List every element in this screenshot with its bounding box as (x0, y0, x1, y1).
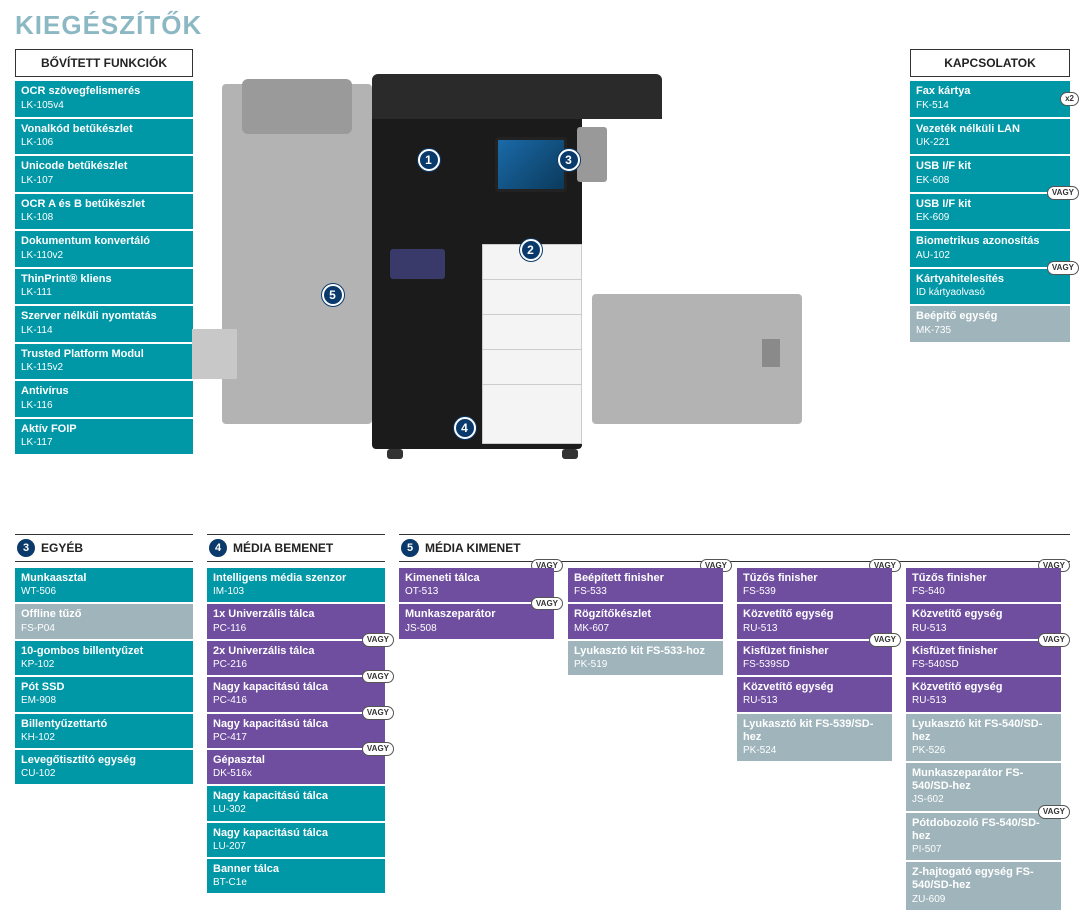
item: Banner tálcaBT-C1e (207, 859, 385, 893)
left-item: Trusted Platform ModulLK-115v2 (15, 344, 193, 380)
item: Kisfüzet finisherFS-539SD (737, 641, 892, 675)
item: MunkaasztalWT-506 (15, 568, 193, 602)
item: Kisfüzet finisherFS-540SD (906, 641, 1061, 675)
badge-or: VAGY (1038, 805, 1070, 819)
kimenet-sub4: VAGY Tűzős finisherFS-540 Közvetítő egys… (906, 568, 1061, 910)
kimenet-sub3: VAGY Tűzős finisherFS-539 Közvetítő egys… (737, 568, 892, 761)
header-3: 3 EGYÉB (15, 534, 193, 562)
item: GépasztalDK-516x (207, 750, 385, 784)
top-row: BŐVÍTETT FUNKCIÓK OCR szövegfelismerésLK… (15, 49, 1070, 479)
item: Lyukasztó kit FS-533-hozPK-519 (568, 641, 723, 675)
bottom-row: 3 EGYÉB MunkaasztalWT-506 Offline tűzőFS-… (15, 534, 1070, 910)
item: Nagy kapacitású tálcaLU-302 (207, 786, 385, 820)
badge-or: VAGY (1047, 186, 1079, 200)
item: Nagy kapacitású tálcaPC-416VAGY (207, 677, 385, 711)
left-item: Dokumentum konvertálóLK-110v2 (15, 231, 193, 267)
right-header: KAPCSOLATOK (910, 49, 1070, 77)
item: Munkaszeparátor FS-540/SD-hezJS-602VAGY (906, 763, 1061, 811)
item: Nagy kapacitású tálcaLU-207 (207, 823, 385, 857)
item: Tűzős finisherFS-539 (737, 568, 892, 602)
header-text: MÉDIA KIMENET (425, 541, 521, 555)
item: Közvetítő egységRU-513 (906, 677, 1061, 711)
header-text: MÉDIA BEMENET (233, 541, 333, 555)
left-item: OCR A és B betűkészletLK-108 (15, 194, 193, 230)
badge-or: VAGY (362, 670, 394, 684)
left-item: Vonalkód betűkészletLK-106 (15, 119, 193, 155)
item: BillentyűzettartóKH-102 (15, 714, 193, 748)
marker-4: 4 (454, 417, 476, 439)
badge-or: VAGY (362, 706, 394, 720)
header-text: EGYÉB (41, 541, 83, 555)
item: 2x Univerzális tálcaPC-216VAGY (207, 641, 385, 675)
right-item: Beépítő egységMK-735 (910, 306, 1070, 342)
item: Intelligens média szenzorIM-103 (207, 568, 385, 602)
left-item: Unicode betűkészletLK-107 (15, 156, 193, 192)
left-item: OCR szövegfelismerésLK-105v4 (15, 81, 193, 117)
header-5: 5 MÉDIA KIMENET (399, 534, 1070, 562)
badge-or: VAGY (362, 742, 394, 756)
num-badge: 4 (209, 539, 227, 557)
item: RögzítőkészletMK-607 (568, 604, 723, 638)
kimenet-sub2: VAGY Beépített finisherFS-533 Rögzítőkés… (568, 568, 723, 675)
item: Lyukasztó kit FS-540/SD-hezPK-526 (906, 714, 1061, 762)
header-4: 4 MÉDIA BEMENET (207, 534, 385, 562)
page-title: KIEGÉSZÍTŐK (15, 10, 1070, 41)
left-item: Szerver nélküli nyomtatásLK-114 (15, 306, 193, 342)
right-column: KAPCSOLATOK Fax kártyaFK-514x2 Vezeték n… (910, 49, 1070, 342)
badge-or: VAGY (1047, 261, 1079, 275)
item: Z-hajtogató egység FS-540/SD-hezZU-609 (906, 862, 1061, 910)
item: Pót SSDEM-908 (15, 677, 193, 711)
item: Közvetítő egységRU-513 (737, 677, 892, 711)
right-item: USB I/F kitEK-608VAGY (910, 156, 1070, 192)
item: Beépített finisherFS-533 (568, 568, 723, 602)
item: Nagy kapacitású tálcaPC-417VAGY (207, 714, 385, 748)
item: Tűzős finisherFS-540 (906, 568, 1061, 602)
item: Offline tűzőFS-P04 (15, 604, 193, 638)
num-badge: 3 (17, 539, 35, 557)
left-item: ThinPrint® kliensLK-111 (15, 269, 193, 305)
item: Levegőtisztító egységCU-102 (15, 750, 193, 784)
num-badge: 5 (401, 539, 419, 557)
badge-or: VAGY (869, 633, 901, 647)
kimenet-sub1: VAGY Kimeneti tálcaOT-513VAGY Munkaszepa… (399, 568, 554, 639)
col-media-kimenet: 5 MÉDIA KIMENET VAGY Kimeneti tálcaOT-513… (399, 534, 1070, 910)
marker-2: 2 (520, 239, 542, 261)
item: Lyukasztó kit FS-539/SD-hezPK-524 (737, 714, 892, 762)
item: Közvetítő egységRU-513VAGY (737, 604, 892, 638)
badge-or: VAGY (1038, 633, 1070, 647)
marker-1: 1 (418, 149, 440, 171)
badge-x2: x2 (1060, 92, 1079, 106)
badge-or: VAGY (531, 597, 563, 611)
left-item: AntivírusLK-116 (15, 381, 193, 417)
col-egyeb: 3 EGYÉB MunkaasztalWT-506 Offline tűzőFS-… (15, 534, 193, 784)
right-item: KártyahitelesítésID kártyaolvasó (910, 269, 1070, 305)
right-item: Biometrikus azonosításAU-102VAGY (910, 231, 1070, 267)
left-item: Aktív FOIPLK-117 (15, 419, 193, 455)
left-column: BŐVÍTETT FUNKCIÓK OCR szövegfelismerésLK… (15, 49, 193, 454)
item: Közvetítő egységRU-513VAGY (906, 604, 1061, 638)
item: MunkaszeparátorJS-508 (399, 604, 554, 638)
right-item: Fax kártyaFK-514x2 (910, 81, 1070, 117)
item: 1x Univerzális tálcaPC-116VAGY (207, 604, 385, 638)
badge-or: VAGY (362, 633, 394, 647)
printer-diagram: 1 2 3 4 5 (193, 49, 910, 479)
item: Kimeneti tálcaOT-513VAGY (399, 568, 554, 602)
col-media-bemenet: 4 MÉDIA BEMENET Intelligens média szenzor… (207, 534, 385, 893)
right-item: Vezeték nélküli LANUK-221 (910, 119, 1070, 155)
left-header: BŐVÍTETT FUNKCIÓK (15, 49, 193, 77)
item: 10-gombos billentyűzetKP-102 (15, 641, 193, 675)
marker-3: 3 (558, 149, 580, 171)
right-item: USB I/F kitEK-609 (910, 194, 1070, 230)
marker-5: 5 (322, 284, 344, 306)
